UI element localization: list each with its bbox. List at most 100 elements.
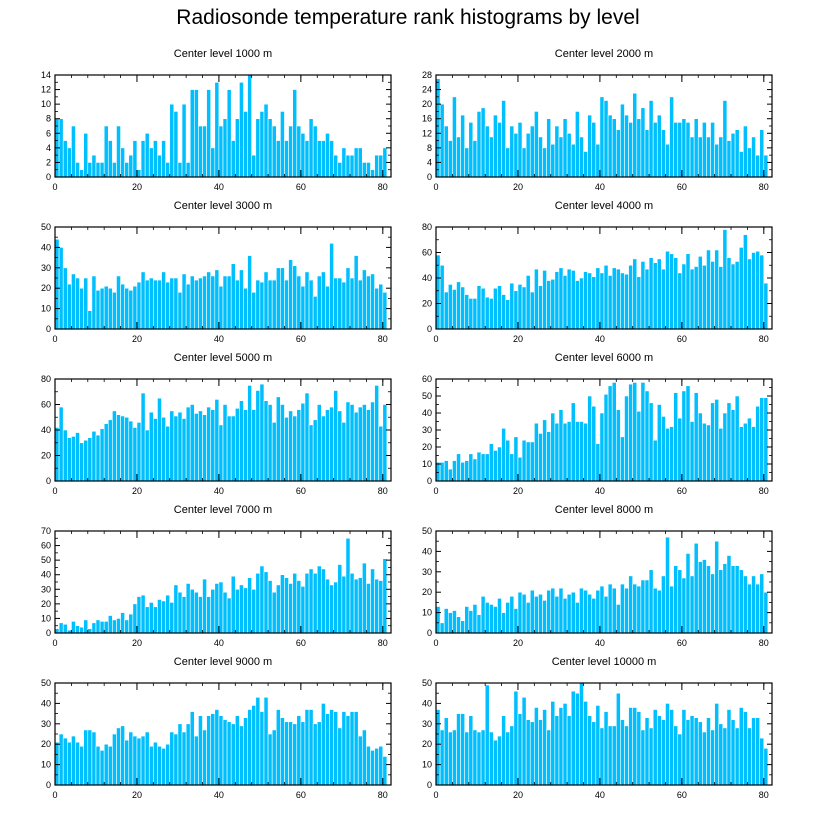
histogram-bar — [611, 725, 617, 786]
histogram-bar — [173, 733, 179, 786]
histogram-bar — [447, 731, 453, 786]
y-tick-label: 20 — [422, 442, 432, 452]
histogram-bar — [615, 409, 621, 482]
histogram-bar — [239, 269, 244, 330]
histogram-bar — [652, 262, 658, 330]
histogram-bar — [689, 575, 695, 634]
histogram-bar — [652, 439, 658, 482]
histogram-bar — [538, 719, 543, 786]
histogram-bar — [620, 272, 625, 330]
histogram-bar — [542, 270, 547, 330]
histogram-bar — [366, 162, 371, 178]
histogram-bar — [734, 395, 740, 482]
histogram-bar — [734, 129, 740, 178]
histogram-bar — [316, 565, 322, 634]
histogram-bar — [62, 737, 68, 786]
x-tick-label: 80 — [378, 182, 388, 192]
histogram-bar — [267, 279, 273, 330]
x-tick-label: 0 — [52, 790, 57, 800]
x-tick-label: 0 — [52, 334, 57, 344]
histogram-bar — [202, 275, 207, 330]
histogram-bar — [263, 400, 269, 482]
x-tick-label: 60 — [296, 486, 306, 496]
histogram-bar — [763, 747, 769, 786]
histogram-bar — [468, 715, 474, 786]
histogram-bar — [234, 279, 240, 330]
y-tick-label: 0 — [427, 324, 432, 334]
histogram-bar — [497, 446, 502, 482]
histogram-bar — [710, 261, 715, 330]
histogram-bar — [341, 147, 347, 178]
histogram-bar — [488, 443, 494, 482]
histogram-bar — [677, 122, 683, 178]
histogram-bar — [554, 595, 560, 634]
histogram-bar — [738, 247, 744, 330]
histogram-bar — [509, 125, 515, 178]
histogram-bar — [595, 143, 601, 178]
histogram-bar — [194, 279, 199, 330]
histogram-bar — [493, 450, 498, 482]
histogram-bar — [730, 719, 736, 786]
x-tick-label: 0 — [433, 486, 438, 496]
histogram-bar — [247, 74, 252, 178]
histogram-bar — [493, 114, 498, 178]
histogram-bar — [218, 581, 224, 634]
histogram-bar — [329, 709, 334, 786]
histogram-bar — [325, 285, 330, 330]
histogram-bar — [230, 263, 236, 330]
histogram-bar — [66, 283, 72, 330]
histogram-bar — [198, 596, 203, 634]
panel-title: Center level 5000 m — [174, 352, 272, 364]
histogram-bar — [181, 418, 187, 482]
histogram-bar — [550, 701, 556, 786]
histogram-bar — [718, 569, 724, 634]
histogram-bar — [546, 431, 552, 482]
histogram-bar — [738, 569, 744, 634]
histogram-bar — [214, 269, 220, 330]
histogram-bar — [316, 404, 322, 482]
histogram-bar — [267, 118, 273, 178]
histogram-bar — [501, 100, 506, 178]
histogram-bar — [579, 136, 584, 178]
histogram-bar — [665, 536, 670, 634]
histogram-bar — [624, 395, 629, 482]
y-tick-label: 0 — [427, 780, 432, 790]
y-tick-label: 50 — [41, 555, 51, 565]
histogram-bar — [628, 707, 633, 786]
histogram-bar — [714, 143, 720, 178]
histogram-bar — [644, 129, 650, 178]
x-tick-label: 40 — [214, 334, 224, 344]
histogram-bar — [706, 424, 711, 482]
histogram-bar — [497, 598, 502, 634]
histogram-bar — [632, 258, 638, 330]
histogram-bar — [288, 583, 293, 634]
histogram-bar — [107, 287, 113, 330]
histogram-bar — [161, 416, 166, 482]
histogram-bar — [751, 252, 756, 330]
histogram-bar — [79, 169, 84, 178]
histogram-bar — [312, 296, 318, 330]
histogram-bar — [693, 266, 699, 330]
histogram-bar — [562, 422, 568, 482]
histogram-bar — [669, 585, 674, 634]
histogram-bar — [480, 453, 486, 482]
histogram-bar — [579, 421, 584, 482]
y-tick-label: 40 — [422, 698, 432, 708]
histogram-bar — [112, 619, 117, 634]
histogram-bar — [456, 453, 461, 482]
y-tick-label: 4 — [427, 157, 432, 167]
histogram-bar — [103, 621, 109, 634]
histogram-bar — [632, 92, 638, 178]
y-tick-label: 28 — [422, 70, 432, 80]
histogram-bar — [525, 275, 531, 330]
histogram-bar — [374, 385, 380, 482]
histogram-bar — [472, 729, 478, 786]
histogram-bar — [558, 136, 564, 178]
histogram-bar — [493, 287, 498, 330]
histogram-bar — [234, 588, 240, 634]
histogram-bar — [661, 719, 666, 786]
histogram-bar — [239, 584, 244, 634]
y-tick-label: 80 — [422, 222, 432, 232]
x-tick-label: 40 — [214, 486, 224, 496]
histogram-bar — [677, 569, 683, 634]
